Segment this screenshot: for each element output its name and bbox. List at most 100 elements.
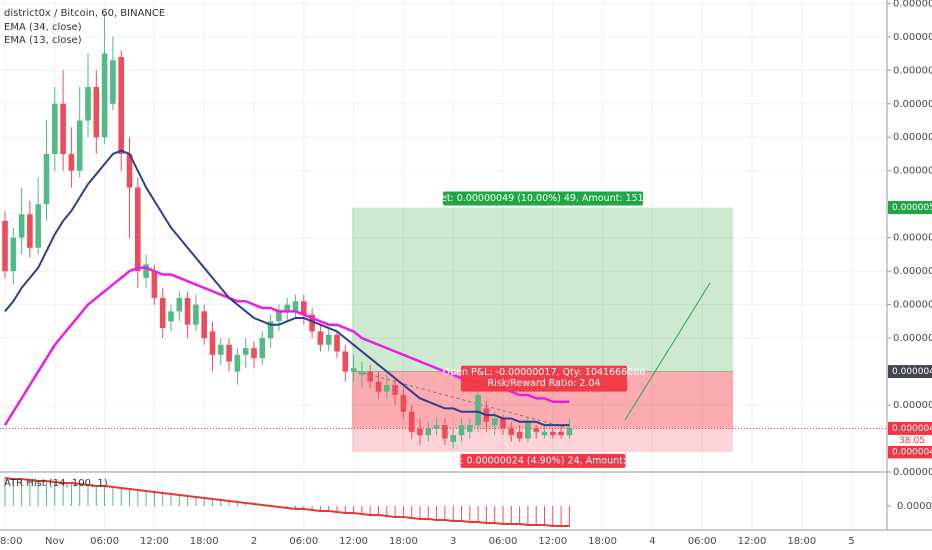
price-tag-label: 0.00000473 [892,424,932,434]
legend-entry: EMA (13, close) [4,35,82,46]
x-tick-label: 06:00 [289,536,318,547]
candle-body [193,304,199,325]
candle-body [417,428,423,436]
candle-body [35,204,41,248]
candle-body [267,321,274,339]
candle-body [317,331,324,345]
candle-body [135,187,141,272]
x-tick-label: Nov [45,536,65,547]
candle-body [159,297,166,329]
candle-body [367,371,373,382]
candle-body [68,153,75,171]
x-tick-label: 06:00 [688,536,717,547]
ema-line [4,149,570,427]
candle-body [52,103,58,154]
x-tick-label: 12:00 [738,536,767,547]
label-box [443,191,643,206]
plot [2,13,573,527]
y-tick-label: 0.00000520 [893,266,932,277]
candle-body [467,425,473,432]
indicator-name: ATR Hist (14, 100, 1) [4,478,108,489]
candle-body [475,395,481,426]
candle-body [292,301,299,312]
candle-body [251,348,257,359]
label-box [461,365,627,392]
candle-body [151,271,158,298]
candle-body [93,87,100,138]
candle-body [309,314,315,332]
x-tick-label: 18:00 [588,536,617,547]
price-tag-label: 0.00000539 [892,203,932,213]
atr-line [4,477,570,527]
candle-body [525,421,531,439]
x-tick-label: 5 [848,536,854,547]
x-tick-label: 4 [649,536,655,547]
candle-body [325,334,332,345]
position-tool [0,207,887,452]
candle-body [18,214,25,238]
candle-body [126,153,133,188]
candle-body [500,418,506,429]
price-tag-label: 0.00000466 [892,447,932,457]
candle-body [10,237,17,272]
price-tag-label: 0.00000490 [892,367,932,377]
candle-body [218,344,224,355]
trend-line [624,282,711,421]
candle-body [433,425,440,429]
candle-body [209,331,216,355]
candle-body [60,103,66,154]
y-tick-label: 0.00000510 [893,300,932,311]
candle-body [284,304,290,312]
candle-body [550,431,556,436]
price-tag [888,421,932,435]
x-tick-label: 2 [251,536,257,547]
candle-body [118,56,124,154]
candle-body [85,87,91,121]
candle-body [359,371,365,375]
candle-body [558,431,564,436]
candle-body [342,351,349,372]
candle-body [168,311,174,322]
candle-body [110,60,116,104]
x-tick-label: 06:00 [489,536,518,547]
candle-body [226,344,232,362]
x-tick-label: 06:00 [90,536,119,547]
price-tag [888,365,932,379]
pnl-line [357,371,570,429]
y-tick-label: 0.0000000 [897,501,932,512]
legend-entry: EMA (34, close) [4,22,82,33]
x-tick-label: 8:00 [0,536,22,547]
y-tick-label: 0.00000570 [893,99,932,110]
candle-body [566,428,573,436]
candle-body [400,395,407,412]
candle-body [143,264,149,278]
y-tick-label: 0.00000460 [893,467,932,478]
candle-body [384,384,390,392]
x-tick-label: 18:00 [787,536,816,547]
candle-body [234,354,241,372]
x-tick-label: 3 [450,536,456,547]
x-tick-label: 18:00 [190,536,219,547]
x-tick-label: 18:00 [389,536,418,547]
chart-title: district0x / Bitcoin, 60, BINANCE [4,8,165,19]
position-label: Risk/Reward Ratio: 2.04 [487,378,600,389]
candle-body [516,431,523,439]
candle-body [259,338,266,359]
candle-body [450,435,456,442]
countdown: 38:05 [899,436,925,446]
candle-body [491,418,498,426]
y-tick-label: 0.00000530 [893,233,932,244]
candle-body [2,220,8,272]
candle-body [301,301,307,315]
candle-body [176,297,183,312]
y-tick-label: 0.00000560 [893,132,932,143]
position-label: Target: 0.00000049 (10.00%) 49, Amount: … [420,193,665,204]
position-labels: Target: 0.00000049 (10.00%) 49, Amount: … [420,191,665,468]
candle-body [392,384,398,396]
price-tag [888,445,932,459]
x-tick-label: 12:00 [140,536,169,547]
candle-body [276,311,282,322]
y-tick-label: 0.00000550 [893,166,932,177]
